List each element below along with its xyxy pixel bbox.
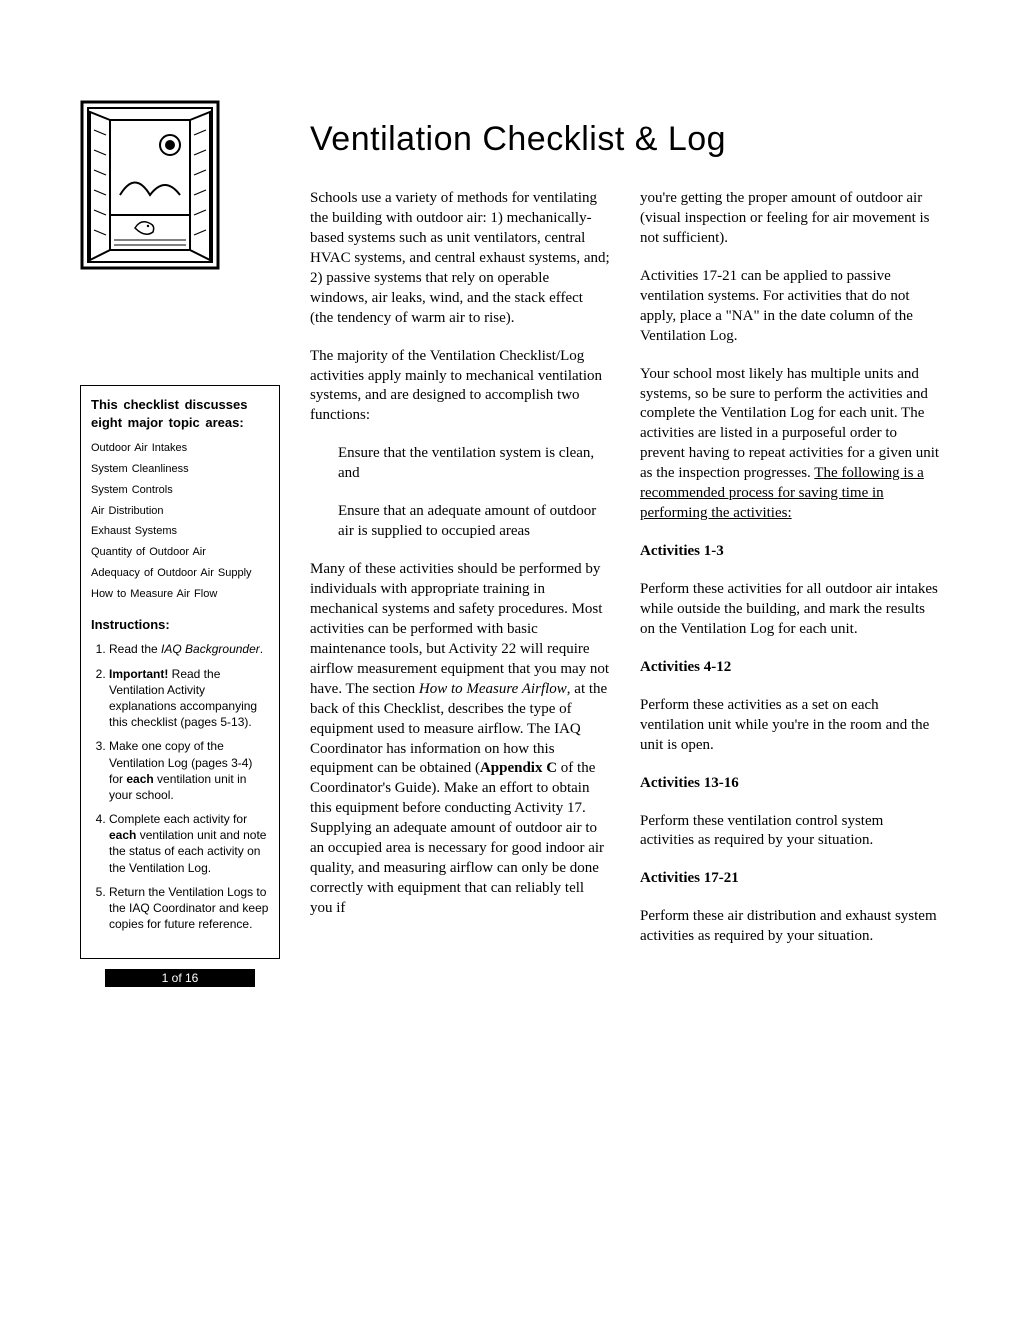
paragraph: The majority of the Ventilation Checklis…	[310, 347, 610, 427]
text: Read the	[109, 642, 161, 656]
column-1: Schools use a variety of methods for ven…	[310, 189, 610, 965]
text: Return the Ventilation Logs to the IAQ C…	[109, 885, 268, 931]
text: Many of these activities should be perfo…	[310, 561, 609, 697]
paragraph: Perform these ventilation control system…	[640, 812, 940, 852]
instruction-item: Complete each activity for each ventilat…	[109, 811, 269, 876]
paragraph: Perform these activities as a set on eac…	[640, 696, 940, 756]
topic-item: Adequacy of Outdoor Air Supply	[91, 566, 269, 581]
paragraph: Perform these air distribution and exhau…	[640, 907, 940, 947]
instruction-item: Return the Ventilation Logs to the IAQ C…	[109, 884, 269, 933]
paragraph: Activities 17-21 can be applied to passi…	[640, 267, 940, 347]
text-bold: each	[109, 828, 136, 842]
paragraph: Schools use a variety of methods for ven…	[310, 189, 610, 329]
two-column-body: Schools use a variety of methods for ven…	[310, 189, 950, 965]
text: Complete each activity for	[109, 812, 247, 826]
subheading: Activities 1-3	[640, 542, 940, 562]
content-area: Ventilation Checklist & Log Schools use …	[310, 100, 950, 987]
text-ital: How to Measure Airflow	[419, 681, 567, 697]
topic-item: How to Measure Air Flow	[91, 587, 269, 602]
topic-list: Outdoor Air Intakes System Cleanliness S…	[91, 441, 269, 602]
window-illustration	[80, 100, 220, 270]
page: This checklist discusses eight major top…	[0, 0, 1020, 1320]
topic-item: Exhaust Systems	[91, 524, 269, 539]
instructions-list: Read the IAQ Backgrounder. Important! Re…	[91, 641, 269, 932]
paragraph: you're getting the proper amount of outd…	[640, 189, 940, 249]
subheading: Activities 13-16	[640, 774, 940, 794]
text-bold: Important!	[109, 667, 168, 681]
topic-item: System Controls	[91, 483, 269, 498]
text-ital: IAQ Backgrounder	[161, 642, 260, 656]
instructions-heading: Instructions:	[91, 616, 269, 634]
instruction-item: Read the IAQ Backgrounder.	[109, 641, 269, 657]
text-bold: each	[126, 772, 153, 786]
topic-item: Air Distribution	[91, 504, 269, 519]
indented-paragraph: Ensure that an adequate amount of outdoo…	[338, 502, 610, 542]
paragraph: Your school most likely has multiple uni…	[640, 365, 940, 525]
topic-item: Quantity of Outdoor Air	[91, 545, 269, 560]
text: Your school most likely has multiple uni…	[640, 366, 939, 482]
sidebar: This checklist discusses eight major top…	[80, 100, 280, 987]
text: of the Coordinator's Guide). Make an eff…	[310, 760, 604, 916]
text-bold: Appendix C	[480, 760, 557, 776]
topic-item: System Cleanliness	[91, 462, 269, 477]
document-title: Ventilation Checklist & Log	[310, 120, 950, 159]
page-number-marker: 1 of 16	[105, 969, 255, 987]
indented-paragraph: Ensure that the ventilation system is cl…	[338, 444, 610, 484]
paragraph: Perform these activities for all outdoor…	[640, 580, 940, 640]
topic-item: Outdoor Air Intakes	[91, 441, 269, 456]
sidebar-heading: This checklist discusses eight major top…	[91, 396, 269, 431]
column-2: you're getting the proper amount of outd…	[640, 189, 940, 965]
paragraph: Many of these activities should be perfo…	[310, 560, 610, 919]
subheading: Activities 17-21	[640, 869, 940, 889]
instruction-item: Make one copy of the Ventilation Log (pa…	[109, 738, 269, 803]
subheading: Activities 4-12	[640, 658, 940, 678]
instruction-item: Important! Read the Ventilation Activity…	[109, 666, 269, 731]
layout-columns: This checklist discusses eight major top…	[80, 100, 950, 987]
sidebar-box: This checklist discusses eight major top…	[80, 385, 280, 959]
text: .	[260, 642, 263, 656]
